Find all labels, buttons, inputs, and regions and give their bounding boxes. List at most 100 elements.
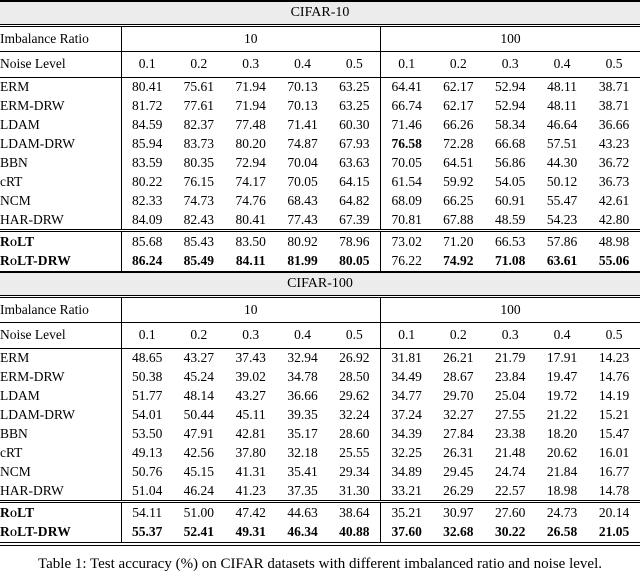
accuracy-value: 47.42 <box>235 504 266 520</box>
accuracy-value: 28.60 <box>328 424 381 444</box>
accuracy-value: 48.14 <box>183 387 215 403</box>
accuracy-value: 23.38 <box>494 425 526 441</box>
accuracy-value: 19.72 <box>546 387 578 403</box>
accuracy-value: 26.29 <box>443 482 474 498</box>
accuracy-value: 36.73 <box>598 173 630 189</box>
cifar100-table: Imbalance Ratio 10 100 Noise Level 0.1 0… <box>0 298 640 546</box>
accuracy-value: 26.92 <box>328 348 381 368</box>
method-row: LDAM-DRW 54.01 50.44 45.11 39.35 32.24 37.24 32… <box>0 405 640 425</box>
method-row: BBN 53.50 47.91 42.81 35.17 28.60 34.39 27.84 23… <box>0 424 640 444</box>
accuracy-value: 50.44 <box>183 406 215 422</box>
accuracy-value: 38.71 <box>598 97 630 113</box>
noise-level-value: 0.2 <box>172 322 225 349</box>
accuracy-value: 17.91 <box>546 350 578 366</box>
noise-level-value: 0.3 <box>224 322 277 349</box>
accuracy-value: 34.49 <box>391 368 422 384</box>
method-name: NCM <box>0 462 122 482</box>
accuracy-value: 83.59 <box>132 154 163 170</box>
method-name: RoLT <box>0 230 122 252</box>
noise-level-value: 0.2 <box>432 322 485 349</box>
accuracy-value: 37.35 <box>287 482 318 498</box>
accuracy-value: 21.48 <box>494 444 526 460</box>
accuracy-value: 70.13 <box>287 97 318 113</box>
accuracy-value: 42.80 <box>598 211 630 227</box>
accuracy-value: 29.70 <box>443 387 474 403</box>
accuracy-value: 39.35 <box>287 406 318 422</box>
accuracy-value: 54.05 <box>494 173 526 189</box>
noise-level-value: 0.3 <box>224 51 277 78</box>
accuracy-value: 64.51 <box>443 154 474 170</box>
accuracy-value: 14.76 <box>598 368 630 384</box>
accuracy-value: 15.47 <box>598 425 630 441</box>
accuracy-value: 62.17 <box>443 97 474 113</box>
accuracy-value: 46.24 <box>183 482 215 498</box>
accuracy-value: 35.21 <box>391 504 422 520</box>
accuracy-value: 49.13 <box>132 444 163 460</box>
accuracy-value: 83.50 <box>235 233 266 249</box>
accuracy-value: 46.34 <box>287 524 318 540</box>
method-row: LDAM 51.77 48.14 43.27 36.66 29.62 34.77 29.70 2… <box>0 386 640 406</box>
accuracy-value: 14.78 <box>598 482 630 498</box>
accuracy-value: 63.63 <box>328 153 381 173</box>
accuracy-value: 82.37 <box>183 116 215 132</box>
accuracy-value: 76.15 <box>183 173 215 189</box>
accuracy-value: 50.76 <box>132 463 163 479</box>
accuracy-value: 66.53 <box>494 233 526 249</box>
accuracy-value: 78.96 <box>328 230 381 252</box>
accuracy-value: 43.27 <box>183 350 215 366</box>
imbalance-ratio-value: 100 <box>380 27 640 53</box>
accuracy-value: 35.17 <box>287 425 318 441</box>
accuracy-value: 72.94 <box>235 154 266 170</box>
noise-level-value: 0.4 <box>536 322 589 349</box>
method-name: BBN <box>0 153 122 173</box>
method-name: RoLT-DRW <box>0 522 122 545</box>
accuracy-value: 74.73 <box>183 192 215 208</box>
accuracy-value: 83.73 <box>183 135 215 151</box>
accuracy-value: 74.87 <box>287 135 318 151</box>
accuracy-value: 74.17 <box>235 173 266 189</box>
method-row: ERM-DRW 81.72 77.61 71.94 70.13 63.25 66.74 62.… <box>0 96 640 116</box>
accuracy-value: 52.41 <box>183 524 215 540</box>
imbalance-ratio-label: Imbalance Ratio <box>0 27 122 53</box>
accuracy-value: 80.20 <box>235 135 266 151</box>
accuracy-value: 72.28 <box>443 135 474 151</box>
accuracy-value: 16.01 <box>598 444 630 460</box>
accuracy-value: 32.24 <box>328 405 381 425</box>
accuracy-value: 27.60 <box>494 504 526 520</box>
baseline-methods-body: ERM 48.65 43.27 37.43 32.94 26.92 31.81 26.21 21… <box>0 348 640 502</box>
cifar-10-section: CIFAR-10 Imbalance Ratio 10 100 Noise Le… <box>0 0 640 272</box>
accuracy-value: 61.54 <box>391 173 422 189</box>
accuracy-value: 71.20 <box>443 233 474 249</box>
accuracy-value: 54.23 <box>546 211 578 227</box>
accuracy-value: 80.41 <box>132 78 163 94</box>
accuracy-value: 22.57 <box>494 482 526 498</box>
accuracy-value: 15.21 <box>598 406 630 422</box>
accuracy-value: 60.91 <box>494 192 526 208</box>
accuracy-value: 38.71 <box>598 78 630 94</box>
accuracy-value: 26.58 <box>546 524 578 540</box>
accuracy-value: 43.23 <box>598 135 630 151</box>
accuracy-value: 47.91 <box>183 425 215 441</box>
accuracy-value: 20.62 <box>546 444 578 460</box>
accuracy-value: 84.09 <box>132 211 163 227</box>
method-row: ERM 80.41 75.61 71.94 70.13 63.25 64.41 62.17 52… <box>0 77 640 97</box>
noise-level-value: 0.2 <box>432 51 485 78</box>
method-row: LDAM-DRW 85.94 83.73 80.20 74.87 67.93 76.58 72… <box>0 134 640 154</box>
accuracy-value: 51.04 <box>132 482 163 498</box>
accuracy-value: 29.45 <box>443 463 474 479</box>
accuracy-value: 58.34 <box>494 116 526 132</box>
accuracy-value: 36.66 <box>287 387 318 403</box>
accuracy-value: 66.25 <box>443 192 474 208</box>
method-name: LDAM-DRW <box>0 134 122 154</box>
accuracy-value: 39.02 <box>235 368 266 384</box>
accuracy-value: 21.05 <box>598 524 630 540</box>
accuracy-value: 42.81 <box>235 425 266 441</box>
accuracy-value: 66.74 <box>391 97 422 113</box>
accuracy-value: 45.11 <box>235 406 266 422</box>
method-name: ERM-DRW <box>0 96 122 116</box>
method-row: cRT 49.13 42.56 37.80 32.18 25.55 32.25 26.31 21… <box>0 443 640 463</box>
accuracy-value: 55.47 <box>546 192 578 208</box>
accuracy-value: 43.27 <box>235 387 266 403</box>
accuracy-value: 81.99 <box>287 253 318 269</box>
baseline-methods-body: ERM 80.41 75.61 71.94 70.13 63.25 64.41 62.17 52… <box>0 77 640 231</box>
